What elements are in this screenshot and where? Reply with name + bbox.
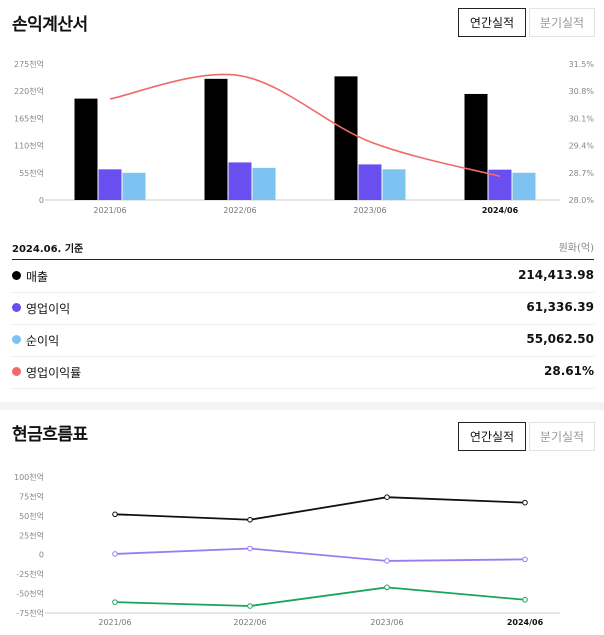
income-section-title: 손익계산서 (12, 15, 88, 35)
revenue-bar (74, 98, 98, 200)
legend-row-revenue: 매출 214,413.98 (12, 260, 594, 293)
cashflow-quarterly-tab[interactable]: 분기실적 (529, 422, 595, 451)
y-tick-label: -75천억 (16, 608, 44, 618)
section-gap (0, 402, 604, 410)
legend-row-op-income: 영업이익 61,336.39 (12, 292, 594, 325)
legend-label: 영업이익 (26, 302, 71, 316)
op-margin-dot-icon (12, 367, 21, 376)
legend-value: 28.61% (544, 364, 594, 378)
unit-label: 원화(억) (558, 243, 594, 254)
y-tick-label: -25천억 (16, 569, 44, 579)
y-tick-label: 110천억 (14, 141, 44, 151)
income-statement-section: 손익계산서 연간실적 분기실적 275천억 220천억 165천억 110천억 55천억… (12, 8, 595, 389)
y2-tick-label: 30.8% (569, 87, 595, 96)
op-income-bar (228, 162, 252, 200)
data-point (247, 545, 253, 552)
cashflow-section-title: 현금흐름표 (12, 425, 88, 445)
y2-tick-label: 29.4% (569, 142, 595, 151)
op-income-dot-icon (12, 303, 21, 312)
revenue-bar (204, 78, 228, 200)
x-tick-label: 2022/06 (233, 618, 266, 627)
legend-value: 214,413.98 (518, 268, 594, 282)
revenue-bar (464, 93, 488, 200)
y2-tick-label: 30.1% (569, 114, 595, 123)
income-annual-tab[interactable]: 연간실적 (458, 8, 526, 37)
y2-tick-label: 31.5% (569, 60, 595, 69)
data-point (112, 511, 118, 518)
revenue-dot-icon (12, 271, 21, 280)
op-margin-line (109, 73, 501, 178)
basis-row: 2024.06. 기준 원화(억) (12, 237, 594, 257)
cashflow-series-black-line (114, 496, 526, 521)
op-income-bar (358, 164, 382, 200)
net-income-dot-icon (12, 335, 21, 344)
data-point (112, 599, 118, 605)
basis-date: 2024.06. 기준 (12, 244, 84, 255)
data-point (384, 494, 390, 501)
legend-label: 순이익 (26, 334, 60, 348)
legend-value: 55,062.50 (526, 332, 594, 346)
cashflow-series-green-line (114, 586, 526, 607)
y-tick-label: 25천억 (19, 530, 44, 540)
net-income-bar (512, 172, 536, 200)
y-tick-label: -50천억 (16, 589, 44, 599)
y-tick-label: 275천억 (14, 59, 44, 69)
net-income-bar (122, 172, 146, 200)
x-tick-label: 2022/06 (223, 206, 256, 215)
income-chart: 275천억 220천억 165천억 110천억 55천억 0 31.5% 30.8% 30.1… (14, 59, 595, 215)
x-tick-label: 2023/06 (353, 206, 386, 215)
y-tick-label: 50천억 (19, 511, 44, 521)
x-tick-label: 2024/06 (507, 618, 544, 627)
data-point (247, 603, 253, 609)
y-tick-label: 100천억 (14, 472, 44, 482)
y-tick-label: 75천억 (19, 491, 44, 501)
legend-label: 영업이익률 (26, 366, 82, 380)
data-point (384, 558, 390, 564)
cashflow-series-purple-line (114, 547, 526, 562)
data-point (384, 584, 390, 591)
data-point (522, 556, 528, 563)
data-point (247, 516, 253, 523)
x-tick-label: 2021/06 (93, 206, 126, 215)
op-income-bar (488, 169, 512, 200)
y-tick-label: 55천억 (19, 168, 44, 178)
x-tick-label: 2024/06 (482, 206, 519, 215)
y-tick-label: 165천억 (14, 113, 44, 123)
data-point (522, 596, 528, 603)
y2-tick-label: 28.0% (569, 196, 595, 205)
income-quarterly-tab[interactable]: 분기실적 (529, 8, 595, 37)
y-tick-label: 0 (39, 196, 44, 205)
op-income-bar (98, 169, 122, 200)
legend-value: 61,336.39 (526, 300, 594, 314)
data-point (522, 499, 528, 506)
legend-row-net-income: 순이익 55,062.50 (12, 324, 594, 357)
y2-tick-label: 28.7% (569, 169, 595, 178)
net-income-bar (252, 167, 276, 200)
x-tick-label: 2023/06 (370, 618, 403, 627)
cashflow-annual-tab[interactable]: 연간실적 (458, 422, 526, 451)
revenue-bar (334, 76, 358, 200)
cashflow-chart: 100천억 75천억 50천억 25천억 0 -25천억 -50천억 -75천억 2021/0… (14, 472, 560, 627)
divider (12, 259, 594, 260)
y-tick-label: 0 (39, 551, 44, 560)
net-income-bar (382, 169, 406, 200)
y-tick-label: 220천억 (14, 86, 44, 96)
x-tick-label: 2021/06 (98, 618, 131, 627)
legend-label: 매출 (26, 270, 49, 284)
legend-row-op-margin: 영업이익률 28.61% (12, 356, 594, 389)
cash-flow-section: 현금흐름표 연간실적 분기실적 100천억 75천억 50천억 25천억 0 -25천억 -… (0, 410, 604, 635)
data-point (112, 551, 118, 557)
